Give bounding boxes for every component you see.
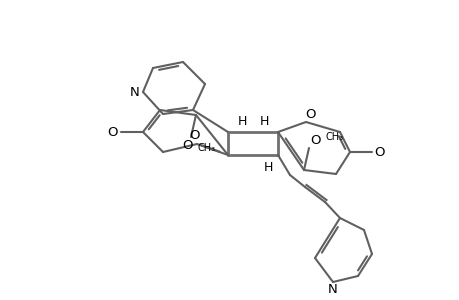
Text: H: H [237,115,246,128]
Text: CH₃: CH₃ [325,132,343,142]
Text: H: H [263,160,272,173]
Text: O: O [182,139,193,152]
Text: N: N [130,85,140,98]
Text: N: N [327,284,337,296]
Text: O: O [107,125,118,139]
Text: O: O [305,107,316,121]
Text: H: H [259,115,268,128]
Text: CH₃: CH₃ [197,143,216,153]
Text: O: O [374,146,385,158]
Text: O: O [310,134,320,146]
Text: O: O [190,128,200,142]
